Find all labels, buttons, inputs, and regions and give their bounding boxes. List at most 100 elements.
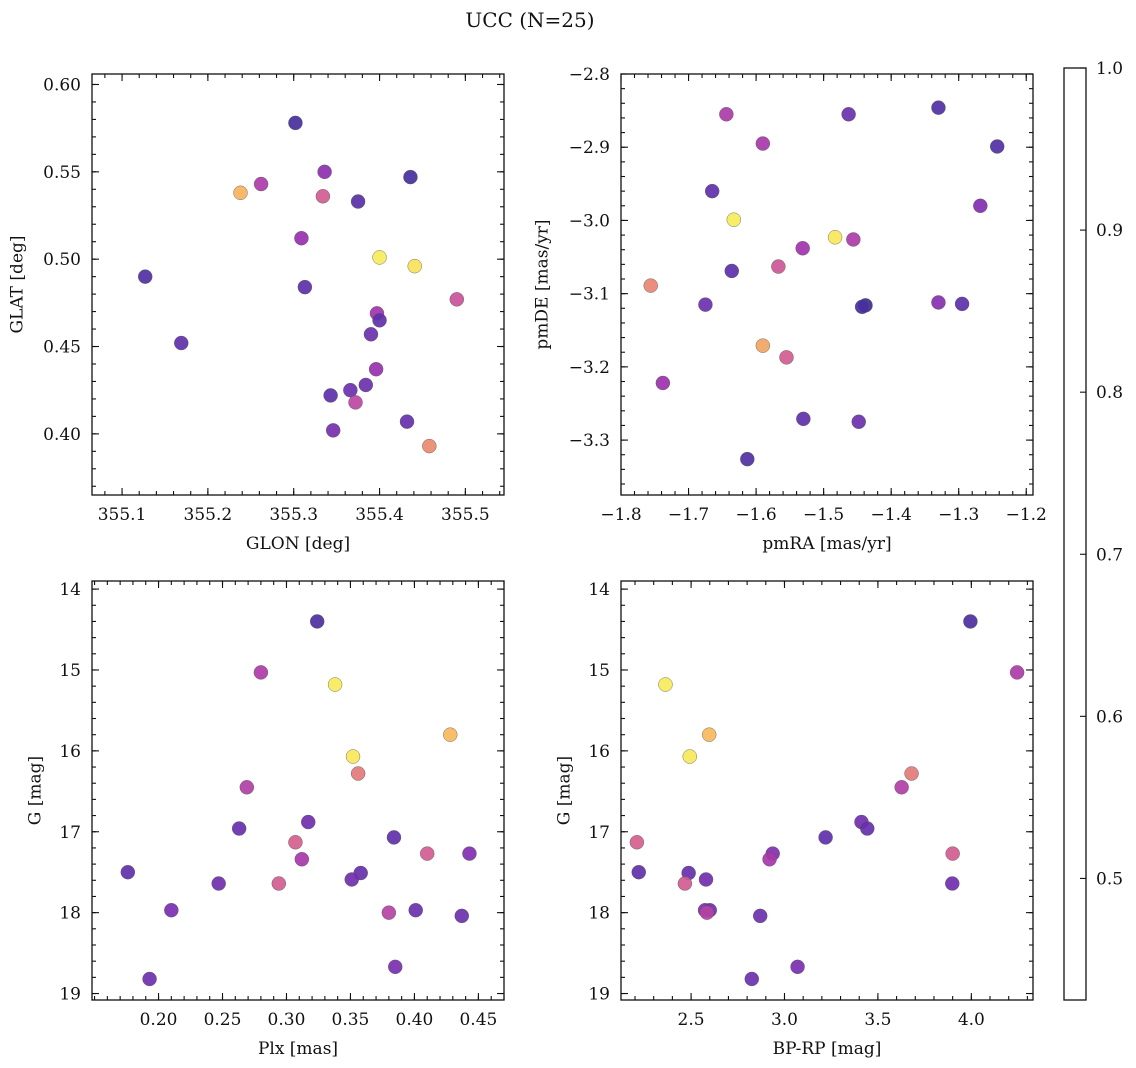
- scatter-point: [931, 295, 946, 310]
- y-tick-label: −3.0: [569, 211, 610, 231]
- scatter-point: [682, 749, 697, 764]
- colorbar-tick-label: 0.8: [1096, 383, 1123, 403]
- scatter-point: [231, 821, 247, 836]
- scatter-point: [271, 876, 287, 891]
- x-tick-label: −1.8: [600, 505, 641, 525]
- x-tick-label: 355.5: [441, 505, 490, 525]
- scatter-point: [211, 876, 226, 891]
- scatter-point: [408, 903, 423, 918]
- scatter-point: [388, 959, 403, 975]
- y-tick-label: 16: [59, 742, 81, 762]
- y-tick-label: 0.60: [43, 75, 81, 95]
- scatter-point: [174, 335, 189, 351]
- colorbar-tick-label: 0.9: [1096, 221, 1123, 241]
- scatter-point: [724, 263, 739, 279]
- scatter-point: [755, 338, 771, 353]
- scatter-point: [372, 313, 387, 328]
- scatter-point: [698, 297, 713, 312]
- x-tick-label: 0.30: [268, 1010, 306, 1030]
- x-tick-label: −1.3: [938, 505, 979, 525]
- scatter-point: [854, 299, 870, 315]
- scatter-point: [894, 780, 909, 795]
- colorbar-gradient: [1063, 67, 1087, 1001]
- scatter-point: [818, 830, 833, 845]
- y-tick-label: −3.1: [569, 285, 610, 305]
- panel-2: −1.8 −1.7 −1.6 −1.5 −1.4 −1.3 −1.2 −2.8 −2.9 −3.0…: [533, 65, 1047, 554]
- scatter-point: [699, 905, 715, 920]
- scatter-point: [462, 846, 477, 861]
- y-tick-label: −2.8: [569, 65, 610, 85]
- x-tick-label: 0.45: [459, 1010, 497, 1030]
- scatter-point: [358, 377, 374, 393]
- x-tick-label: −1.4: [871, 505, 912, 525]
- scatter-point: [658, 677, 673, 692]
- scatter-point: [755, 136, 771, 151]
- scatter-point: [643, 278, 658, 293]
- scatter-point: [449, 292, 464, 307]
- axes-frame: [91, 73, 505, 496]
- y-tick-label: 0.55: [43, 163, 81, 183]
- scatter-point: [239, 780, 255, 795]
- y-tick-label: 14: [588, 580, 610, 600]
- scatter-point: [945, 846, 960, 861]
- scatter-point: [301, 814, 316, 830]
- scatter-point: [629, 835, 645, 850]
- y-tick-label: 19: [59, 985, 81, 1005]
- y-tick-label: 19: [588, 985, 610, 1005]
- scatter-point: [420, 846, 435, 861]
- colorbar: 0.5 0.6 0.7 0.8 0.9 1.0: [1063, 59, 1123, 1001]
- y-tick-label: 18: [59, 904, 81, 924]
- scatter-point: [827, 230, 843, 245]
- scatter-point: [403, 169, 418, 185]
- scatter-point: [407, 258, 422, 274]
- x-tick-label: 0.20: [140, 1010, 178, 1030]
- scatter-point: [120, 864, 136, 880]
- x-tick-label: 0.25: [204, 1010, 242, 1030]
- scatter-point: [631, 864, 646, 880]
- x-tick-label: −1.2: [1006, 505, 1047, 525]
- scatter-point: [990, 139, 1005, 154]
- scatter-point: [762, 852, 777, 867]
- y-axis-label: pmDE [mas/yr]: [533, 219, 553, 349]
- x-tick-label: 355.2: [184, 505, 233, 525]
- scatter-point: [443, 727, 458, 742]
- scatter-point: [381, 905, 397, 920]
- scatter-point: [325, 423, 341, 438]
- scatter-point: [253, 665, 269, 680]
- scatter-panels: 355.1 355.2 355.3 355.4 355.5 0.40 0.45 0.50 0.5…: [8, 65, 1047, 1059]
- scatter-point: [726, 212, 741, 227]
- scatter-point: [744, 971, 759, 987]
- x-axis-label: GLON [deg]: [246, 534, 350, 554]
- x-tick-label: 355.1: [98, 505, 147, 525]
- axes-frame: [91, 580, 505, 1001]
- y-tick-label: 17: [588, 823, 610, 843]
- scatter-point: [704, 183, 720, 199]
- x-tick-label: 355.3: [269, 505, 318, 525]
- x-axis-label: Plx [mas]: [258, 1039, 338, 1059]
- x-tick-label: 2.5: [678, 1010, 705, 1030]
- scatter-point: [294, 231, 309, 246]
- x-tick-label: 4.0: [958, 1010, 985, 1030]
- scatter-point: [796, 411, 811, 427]
- scatter-point: [288, 115, 303, 131]
- scatter-point: [1009, 665, 1025, 680]
- x-tick-label: −1.7: [668, 505, 709, 525]
- scatter-point: [719, 107, 734, 122]
- y-tick-label: −2.9: [569, 138, 610, 158]
- panel-1: 355.1 355.2 355.3 355.4 355.5 0.40 0.45 0.50 0.5…: [8, 73, 505, 554]
- x-tick-label: 0.35: [332, 1010, 370, 1030]
- scatter-point: [698, 872, 714, 887]
- y-tick-label: 15: [59, 661, 81, 681]
- scatter-point: [348, 395, 363, 410]
- scatter-point: [740, 451, 755, 467]
- y-tick-label: −3.2: [569, 358, 610, 378]
- y-tick-label: 0.40: [43, 425, 81, 445]
- scatter-point: [253, 176, 269, 192]
- x-axis-label: pmRA [mas/yr]: [762, 534, 891, 554]
- scatter-point: [779, 350, 794, 365]
- scatter-point: [973, 198, 988, 213]
- scatter-point: [288, 835, 303, 850]
- scatter-point: [323, 388, 338, 403]
- y-axis-label: GLAT [deg]: [8, 235, 28, 333]
